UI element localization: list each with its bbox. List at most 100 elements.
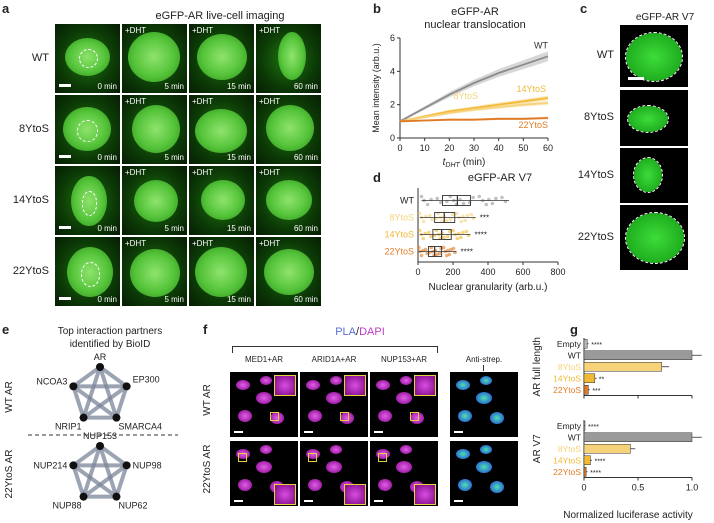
nucleus-shape xyxy=(308,479,322,491)
title-separator: / xyxy=(356,326,360,338)
micrograph-tile: +DHT 5 min xyxy=(122,166,187,235)
data-point xyxy=(463,218,467,223)
time-label: 5 min xyxy=(164,153,184,162)
column-label: ARID1A+AR xyxy=(311,355,357,364)
panel-b-title-line2: nuclear translocation xyxy=(424,19,526,31)
dht-label: +DHT xyxy=(259,168,281,177)
data-point xyxy=(450,212,455,217)
nucleus-shape xyxy=(458,410,472,422)
panel-label-c: c xyxy=(580,1,588,16)
panel-e-networks: AR EP300 SMARCA4 NRIP1 NCOA3 NUP153 NUP98 NUP62… xyxy=(4,352,178,511)
micrograph-tile: 0 min xyxy=(55,95,120,164)
significance-marker: **** xyxy=(594,458,605,465)
micrograph-tile xyxy=(620,148,688,203)
data-point xyxy=(451,246,456,251)
scale-bar xyxy=(374,431,383,433)
pla-label: PLA xyxy=(335,326,357,338)
column-tick xyxy=(483,365,484,371)
cell-shape xyxy=(132,105,180,153)
zoom-region-box xyxy=(340,412,349,421)
micrograph-tile xyxy=(620,90,688,146)
nucleus-outline xyxy=(625,32,683,82)
mut-network-node-label: NUP88 xyxy=(53,501,82,511)
significance-marker: **** xyxy=(590,470,601,477)
wt-network-edge xyxy=(81,366,102,419)
x-tick-label: 10 xyxy=(420,143,430,153)
mut-network-edge xyxy=(82,463,128,499)
micrograph-tile: +DHT 15 min xyxy=(189,95,254,164)
wt-network-edge xyxy=(82,384,128,420)
category-label: 22YtoS xyxy=(553,385,581,395)
y-tick-label: 2 xyxy=(390,100,395,110)
data-point xyxy=(490,201,495,206)
x-tick-label: 60 xyxy=(543,143,553,153)
series-line xyxy=(399,55,549,123)
panel-b-title-line1: eGFP-AR xyxy=(451,6,499,18)
data-point xyxy=(421,236,426,241)
category-label: 14YtoS xyxy=(384,230,414,240)
time-label: 5 min xyxy=(164,224,184,233)
nucleus-shape xyxy=(238,479,252,491)
mut-network-edge xyxy=(72,463,118,499)
scale-bar xyxy=(304,500,313,502)
cell-shape xyxy=(266,180,312,220)
data-point xyxy=(500,195,504,200)
cell-shape xyxy=(195,247,247,297)
y-tick-label: 6 xyxy=(390,33,395,43)
bar xyxy=(583,455,591,465)
nucleus-shape xyxy=(376,380,390,390)
micrograph-tile xyxy=(230,441,298,506)
wt-network-edge xyxy=(72,365,102,388)
nucleus-shape xyxy=(256,392,272,404)
nucleus-shape xyxy=(340,412,354,424)
data-point xyxy=(469,212,474,217)
mut-network-node xyxy=(69,461,78,470)
mut-network-node xyxy=(96,442,104,450)
panel-b-line-chart: 0 10 20 30 40 50 60 0 2 4 6 Mean intensity (arb.u.)… xyxy=(371,33,553,169)
nucleus-shape xyxy=(330,376,342,385)
time-label: 60 min xyxy=(293,295,318,304)
mut-network-edge xyxy=(98,444,128,467)
micrograph-tile: +DHT 5 min xyxy=(122,95,187,164)
zoom-region-box xyxy=(308,453,317,462)
panel-label-g: g xyxy=(570,322,578,337)
data-point xyxy=(484,202,489,207)
micrograph-tile xyxy=(620,25,688,87)
cell-shape xyxy=(195,109,247,153)
cell-shape xyxy=(264,249,314,295)
micrograph-tile: +DHT 15 min xyxy=(189,24,254,93)
time-label: 0 min xyxy=(97,224,117,233)
significance-marker: **** xyxy=(588,424,599,431)
dht-label: +DHT xyxy=(192,168,214,177)
y-axis-label: Mean intensity (arb.u.) xyxy=(371,43,381,133)
nucleus-shape xyxy=(456,380,470,390)
x-tick-label: 0.5 xyxy=(632,483,645,493)
nucleus-shape xyxy=(238,410,252,422)
micrograph-tile: 0 min xyxy=(55,237,120,306)
nucleus-shape xyxy=(490,412,504,424)
nucleus-shape xyxy=(458,479,472,491)
wt-network-edge xyxy=(72,384,118,420)
data-point xyxy=(459,235,463,240)
dht-label: +DHT xyxy=(125,239,147,248)
data-point xyxy=(465,213,470,218)
dht-label: +DHT xyxy=(125,26,147,35)
x-axis-label-unit: (min) xyxy=(460,157,486,168)
nucleus-outline xyxy=(81,191,98,216)
nucleus-shape xyxy=(378,479,392,491)
x-tick-label: 30 xyxy=(469,143,479,153)
series-label: 22YtoS xyxy=(518,120,548,130)
dht-label: +DHT xyxy=(259,97,281,106)
scale-bar xyxy=(59,155,71,158)
bar xyxy=(583,432,693,442)
row-label-14ytos: 14YtoS xyxy=(577,168,614,181)
mutant-ar-label: 22YtoS AR xyxy=(4,450,15,499)
micrograph-tile xyxy=(300,441,368,506)
significance-marker: *** xyxy=(480,214,489,223)
x-tick-label: 1.0 xyxy=(686,483,699,493)
data-point xyxy=(461,230,465,235)
time-label: 60 min xyxy=(293,224,318,233)
micrograph-tile: +DHT 15 min xyxy=(189,166,254,235)
nucleus-shape xyxy=(326,461,342,473)
